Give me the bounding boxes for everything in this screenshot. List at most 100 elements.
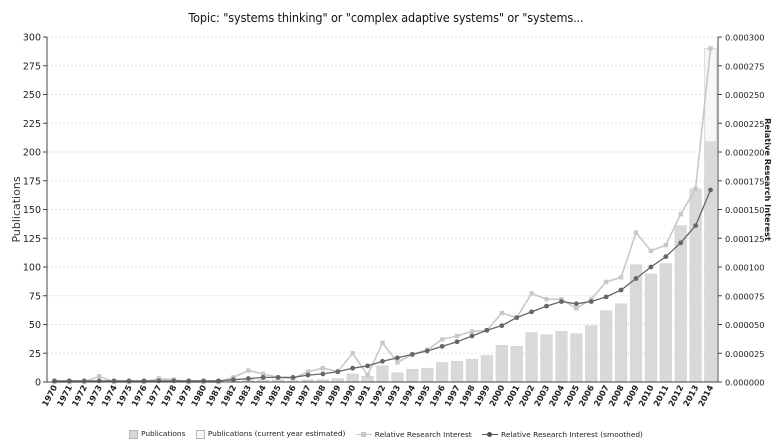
y-tick-label: 300 (23, 33, 41, 44)
bar-publications (600, 310, 613, 383)
relative-interest-point (529, 291, 534, 296)
legend-item-publications[interactable]: Publications (129, 429, 185, 439)
relative-interest-point (633, 230, 639, 235)
relative-interest-smoothed-point (216, 378, 221, 384)
relative-interest-smoothed-point (275, 375, 281, 380)
legend-item-relative-interest-smoothed[interactable]: Relative Research Interest (smoothed) (482, 430, 643, 439)
relative-interest-smoothed-point (708, 187, 713, 193)
relative-interest-point (365, 372, 370, 378)
y2-tick-label: 0.000025 (725, 349, 765, 359)
y-tick-label: 125 (23, 234, 41, 245)
bar-publications (585, 325, 598, 383)
bar-publications (704, 141, 717, 383)
chart-title: Topic: "systems thinking" or "complex ad… (188, 10, 584, 25)
relative-interest-smoothed-point (648, 264, 654, 270)
bar-publications (376, 365, 389, 383)
legend-swatch-publications-estimated (195, 429, 205, 439)
relative-interest-smoothed-point (439, 343, 445, 349)
relative-interest-smoothed-point (395, 355, 400, 361)
relative-interest-point (350, 351, 355, 356)
legend-swatch-publications (129, 429, 139, 439)
y-tick-label: 50 (29, 320, 41, 331)
bar-publications (674, 225, 687, 383)
relative-interest-point (380, 340, 385, 346)
bar-publications (480, 355, 493, 383)
y2-tick-label: 0.000250 (725, 90, 765, 100)
relative-interest-smoothed-point (663, 254, 669, 260)
y2-axis-title: Relative Research Interest (763, 118, 772, 241)
bar-publications (495, 344, 508, 383)
relative-interest-point (544, 297, 549, 302)
bar-publications (406, 369, 419, 383)
bar-publications (689, 188, 702, 383)
x-tick-label: 2014 (696, 383, 716, 408)
y-tick-label: 250 (23, 90, 41, 101)
relative-interest-point (648, 248, 654, 254)
bar-publications (555, 331, 568, 383)
relative-interest-point (395, 360, 400, 365)
relative-interest-smoothed-point (603, 294, 609, 300)
relative-interest-smoothed-point (484, 327, 490, 333)
relative-interest-smoothed-point (260, 375, 266, 380)
relative-interest-point (663, 242, 669, 248)
relative-interest-smoothed-point (320, 371, 326, 377)
y2-tick-label: 0.000200 (725, 148, 765, 158)
relative-interest-smoothed-point (186, 378, 192, 384)
relative-interest-smoothed-point (559, 299, 564, 304)
relative-interest-smoothed-point (469, 333, 475, 339)
relative-interest-point (499, 310, 504, 316)
relative-interest-smoothed-point (499, 323, 505, 329)
relative-interest-point (708, 46, 713, 51)
relative-interest-smoothed-point (141, 378, 147, 384)
relative-interest-smoothed-point (171, 378, 177, 384)
bar-publications (421, 367, 434, 383)
bar-publications (525, 332, 538, 383)
y2-tick-label: 0.000000 (725, 378, 765, 388)
relative-interest-point (678, 211, 683, 217)
relative-interest-smoothed-point (245, 376, 251, 381)
y2-tick-label: 0.000300 (725, 33, 765, 43)
relative-interest-smoothed-point (365, 363, 370, 369)
relative-interest-point (261, 371, 266, 377)
y2-tick-label: 0.000175 (725, 176, 765, 186)
legend-line-relative-interest (355, 431, 372, 438)
bar-publications (346, 373, 359, 383)
y2-tick-label: 0.000150 (725, 205, 765, 215)
relative-interest-point (246, 368, 251, 373)
y-tick-label: 75 (29, 291, 41, 302)
relative-interest-smoothed-point (380, 358, 385, 364)
legend-item-publications-estimated[interactable]: Publications (current year estimated) (195, 429, 346, 439)
bar-publications (644, 273, 657, 383)
y-tick-label: 225 (23, 119, 41, 130)
legend-label-publications: Publications (141, 429, 186, 439)
legend-label-publications-estimated: Publications (current year estimated) (207, 429, 346, 439)
bar-publications (540, 334, 553, 383)
legend: Publications Publications (current year … (0, 429, 772, 439)
relative-interest-smoothed-point (52, 378, 57, 384)
relative-interest-smoothed-point (66, 378, 72, 384)
relative-interest-point (454, 333, 460, 339)
relative-interest-smoothed-point (201, 378, 206, 384)
relative-interest-smoothed-point (335, 369, 341, 375)
relative-interest-smoothed-point (305, 372, 311, 378)
y-axis-title: Publications (10, 176, 23, 242)
y-tick-label: 175 (23, 176, 41, 187)
bar-publications (659, 263, 672, 383)
relative-interest-point (96, 374, 102, 379)
relative-interest-point (469, 329, 475, 334)
y-tick-label: 25 (29, 349, 41, 360)
relative-interest-smoothed-point (454, 339, 460, 345)
y-tick-label: 100 (23, 263, 41, 274)
relative-interest-smoothed-point (111, 378, 117, 384)
bar-publications (331, 378, 344, 383)
relative-interest-smoothed-point (409, 352, 415, 357)
relative-interest-smoothed-point (529, 309, 535, 315)
y2-tick-label: 0.000075 (725, 291, 765, 301)
legend-label-relative-interest: Relative Research Interest (374, 429, 472, 439)
bar-publications (391, 372, 404, 383)
relative-interest-smoothed-point (514, 315, 520, 320)
relative-interest-point (603, 279, 609, 285)
bar-publications (570, 333, 583, 383)
legend-item-relative-interest[interactable]: Relative Research Interest (355, 429, 472, 439)
